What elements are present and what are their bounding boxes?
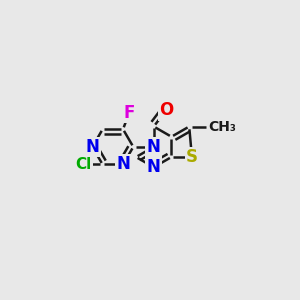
Text: N: N [147, 158, 161, 176]
Text: CH₃: CH₃ [208, 120, 236, 134]
Text: N: N [85, 138, 99, 156]
Text: Cl: Cl [75, 157, 91, 172]
Text: N: N [116, 155, 130, 173]
Text: F: F [124, 103, 135, 122]
Text: S: S [186, 148, 198, 166]
Text: N: N [147, 138, 161, 156]
Text: O: O [159, 101, 173, 119]
